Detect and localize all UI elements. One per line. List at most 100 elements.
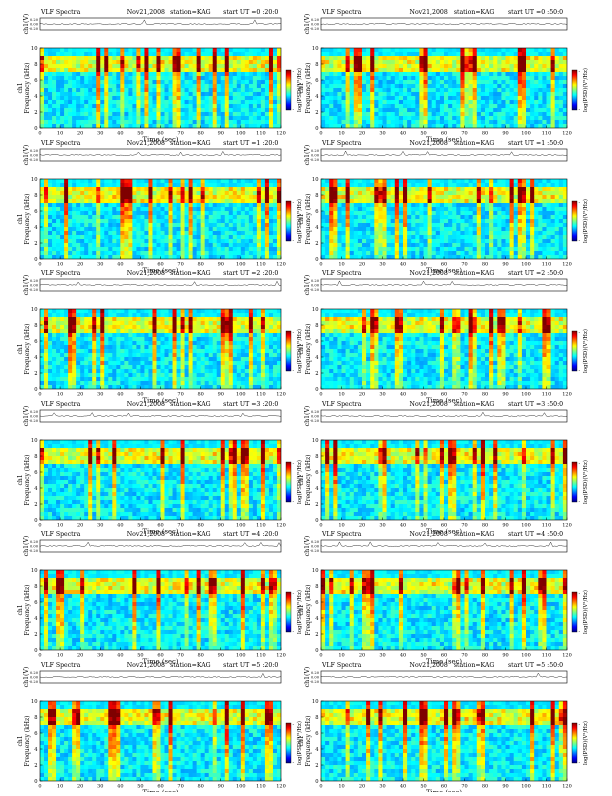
time-tick-label: 40 [117, 262, 123, 268]
panel-start-time: start UT =4 :20:0 [223, 531, 278, 538]
time-tick-label: 110 [256, 653, 266, 659]
time-tick-label: 10 [338, 392, 344, 398]
time-tick-label: 0 [319, 262, 322, 268]
time-tick-label: 40 [400, 523, 406, 529]
time-tick-label: 120 [562, 262, 572, 268]
colorbar-tick-label: - [293, 629, 295, 635]
time-tick-label: 110 [256, 523, 266, 529]
time-tick-label: 0 [38, 653, 41, 659]
panel-title: VLF Spectra [40, 401, 81, 408]
panel-title: VLF Spectra [40, 662, 81, 669]
time-tick-label: 10 [338, 653, 344, 659]
time-tick-label: 110 [256, 784, 266, 790]
panel-date: Nov21,2008 [410, 401, 448, 408]
time-tick-label: 30 [379, 131, 385, 137]
spectrogram-image [40, 48, 281, 128]
frequency-tick-label: 8 [315, 193, 318, 199]
time-tick-label: 0 [38, 131, 41, 137]
frequency-tick-label: 2 [315, 502, 318, 508]
time-tick-label: 20 [359, 523, 365, 529]
time-tick-label: 90 [218, 131, 224, 137]
colorbar-tick-label: - [293, 591, 295, 597]
panel-title: VLF Spectra [321, 662, 362, 669]
time-tick-label: 100 [521, 653, 531, 659]
panel-date: Nov21,2008 [127, 270, 165, 277]
panel-start-time: start UT =5 :20:0 [223, 662, 278, 669]
amplitude-frame [321, 671, 567, 683]
time-tick-label: 70 [461, 653, 467, 659]
time-tick-label: 30 [97, 653, 103, 659]
frequency-tick-label: 0 [34, 126, 37, 132]
frequency-tick-label: 2 [315, 763, 318, 769]
time-tick-label: 20 [77, 523, 83, 529]
colorbar [286, 70, 291, 110]
colorbar-tick-label: - [579, 200, 581, 206]
frequency-tick-label: 4 [34, 355, 38, 361]
amplitude-tick-label: 0.00 [30, 545, 39, 549]
time-tick-label: 120 [276, 392, 286, 398]
spectrogram-image [40, 701, 281, 781]
time-tick-label: 40 [117, 653, 123, 659]
panel-station: station=KAG [454, 270, 495, 277]
amplitude-tick-label: 0.20 [30, 279, 39, 283]
frequency-tick-label: 4 [34, 225, 38, 231]
frequency-tick-label: 0 [315, 387, 318, 393]
colorbar-label: log(PSD)(V²/Hz) [582, 590, 589, 634]
time-tick-label: 30 [97, 131, 103, 137]
time-tick-label: 10 [57, 784, 63, 790]
channel-label: ch1 [17, 474, 24, 485]
panel-title: VLF Spectra [321, 270, 362, 277]
time-tick-label: 30 [379, 392, 385, 398]
spectrogram-image [321, 701, 567, 781]
frequency-tick-label: 8 [315, 715, 318, 721]
time-tick-label: 90 [502, 523, 508, 529]
amplitude-tick-label: 0.20 [30, 671, 39, 675]
time-tick-label: 80 [482, 131, 488, 137]
frequency-tick-label: 8 [34, 193, 37, 199]
time-tick-label: 110 [542, 784, 552, 790]
time-tick-label: 100 [236, 131, 246, 137]
amplitude-frame [40, 671, 281, 683]
frequency-tick-label: 4 [34, 94, 38, 100]
time-tick-label: 10 [57, 262, 63, 268]
time-tick-label: 40 [117, 392, 123, 398]
frequency-tick-label: 6 [315, 731, 318, 737]
frequency-tick-label: 2 [315, 110, 318, 116]
colorbar-tick-label: - [579, 69, 581, 75]
amplitude-axis-label: ch1(V) [23, 145, 30, 166]
frequency-tick-label: 6 [34, 209, 37, 215]
time-tick-label: 90 [502, 262, 508, 268]
panel-date: Nov21,2008 [127, 662, 165, 669]
spectrogram-image [40, 570, 281, 650]
frequency-tick-label: 2 [34, 371, 37, 377]
amplitude-tick-label: 0.00 [30, 284, 39, 288]
time-tick-label: 80 [197, 262, 203, 268]
time-tick-label: 40 [400, 262, 406, 268]
panel-start-time: start UT =1 :20:0 [223, 140, 278, 147]
time-tick-label: 90 [218, 392, 224, 398]
time-tick-label: 70 [461, 784, 467, 790]
time-tick-label: 20 [77, 262, 83, 268]
colorbar [572, 70, 577, 110]
frequency-tick-label: 6 [315, 470, 318, 476]
amplitude-tick-label: 0.00 [311, 676, 320, 680]
time-tick-label: 90 [502, 653, 508, 659]
frequency-axis-label: Frequency (kHz) [305, 715, 312, 766]
amplitude-tick-label: -0.20 [29, 680, 39, 684]
colorbar-tick-label: - [293, 722, 295, 728]
time-tick-label: 110 [542, 392, 552, 398]
panel-station: station=KAG [170, 401, 211, 408]
amplitude-axis-label: ch1(V) [23, 667, 30, 688]
frequency-tick-label: 10 [312, 46, 319, 52]
time-tick-label: 70 [461, 523, 467, 529]
panel-date: Nov21,2008 [127, 9, 165, 16]
frequency-tick-label: 10 [312, 177, 319, 183]
amplitude-tick-label: 0.20 [311, 149, 320, 153]
amplitude-tick-label: -0.20 [310, 27, 320, 31]
time-tick-label: 70 [461, 131, 467, 137]
colorbar-label: log(PSD)(V²/Hz) [582, 460, 589, 504]
time-tick-label: 90 [218, 523, 224, 529]
frequency-tick-label: 0 [315, 126, 318, 132]
